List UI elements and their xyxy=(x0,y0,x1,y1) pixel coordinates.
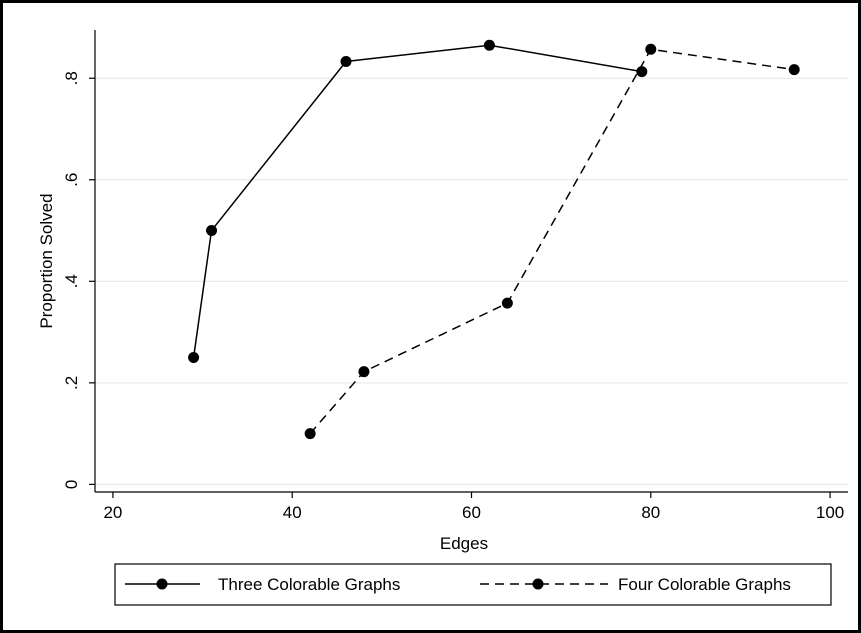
series-line-four-colorable xyxy=(309,48,795,435)
series xyxy=(188,39,800,440)
data-point-four-colorable xyxy=(501,297,513,309)
y-ticks: 0 .2 .4 .6 .8 xyxy=(62,71,95,489)
data-point-three-colorable xyxy=(188,351,200,363)
legend-label-three-colorable: Three Colorable Graphs xyxy=(218,575,400,594)
legend-swatch-marker-four-colorable xyxy=(532,578,544,590)
legend-swatch-marker-three-colorable xyxy=(156,578,168,590)
y-axis-label: Proportion Solved xyxy=(37,193,56,328)
data-point-three-colorable xyxy=(340,55,352,67)
x-tick-label: 20 xyxy=(103,503,122,522)
x-tick-label: 80 xyxy=(641,503,660,522)
legend: Three Colorable Graphs Four Colorable Gr… xyxy=(114,563,832,606)
data-point-four-colorable xyxy=(358,366,370,378)
series-line-three-colorable xyxy=(192,44,642,358)
data-point-three-colorable xyxy=(206,225,218,237)
y-tick-label: 0 xyxy=(62,480,81,489)
legend-label-four-colorable: Four Colorable Graphs xyxy=(618,575,791,594)
data-point-four-colorable xyxy=(304,428,316,440)
x-ticks: 20 40 60 80 100 xyxy=(103,492,844,522)
x-axis-label: Edges xyxy=(440,534,488,553)
x-tick-label: 100 xyxy=(816,503,844,522)
y-tick-label: .8 xyxy=(62,71,81,85)
data-point-three-colorable xyxy=(483,39,495,51)
data-point-three-colorable xyxy=(636,66,648,78)
y-tick-label: .6 xyxy=(62,173,81,187)
y-tick-label: .4 xyxy=(62,274,81,288)
y-tick-label: .2 xyxy=(62,376,81,390)
data-point-four-colorable xyxy=(788,64,800,76)
x-tick-label: 40 xyxy=(283,503,302,522)
legend-box xyxy=(114,563,832,606)
grid-lines xyxy=(95,77,848,485)
x-tick-label: 60 xyxy=(462,503,481,522)
data-point-four-colorable xyxy=(645,43,657,55)
